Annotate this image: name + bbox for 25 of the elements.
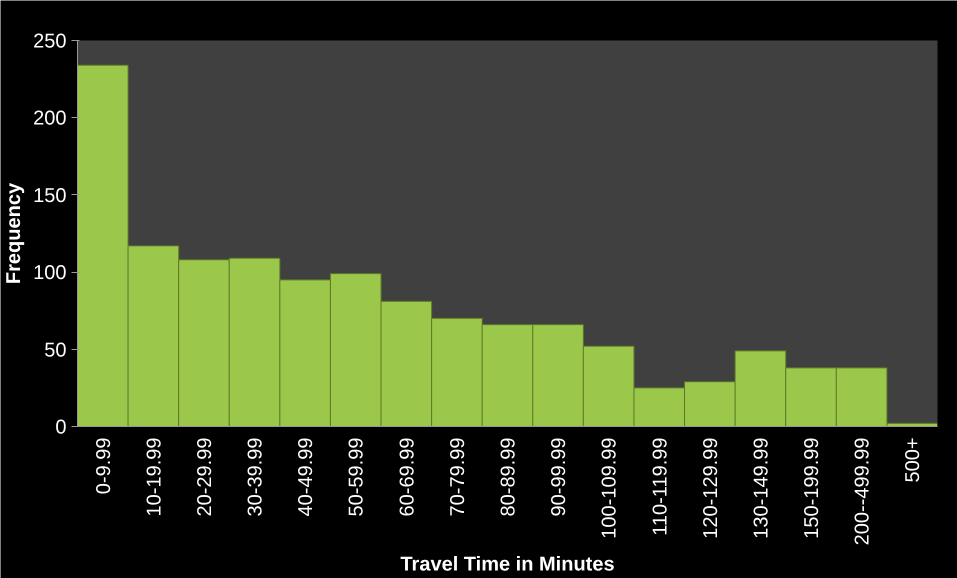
x-tick-label: 30-39.99 xyxy=(244,437,267,516)
x-tick-label: 50-59.99 xyxy=(346,437,368,516)
y-tick-label: 200 xyxy=(33,108,67,130)
y-tick-label: 150 xyxy=(33,184,67,207)
x-tick-label: 130-149.99 xyxy=(750,438,772,539)
x-tick-label: 500+ xyxy=(902,437,924,483)
x-tick-label: 200--499.99 xyxy=(852,437,874,546)
x-tick-label: 110-119.99 xyxy=(649,438,672,536)
x-tick-label: 100-109.99 xyxy=(598,438,621,539)
x-tick-label: 60-69.99 xyxy=(396,437,418,516)
y-tick-label: 100 xyxy=(33,262,67,284)
x-tick-label: 10-19.99 xyxy=(143,437,166,516)
y-tick-label: 50 xyxy=(44,339,67,362)
y-axis-title: Frequency xyxy=(3,182,26,284)
x-axis-title: Travel Time in Minutes xyxy=(400,553,615,576)
x-tick-label: 70-79.99 xyxy=(446,437,469,516)
x-tick-label: 20-29.99 xyxy=(194,437,216,516)
x-tick-label: 120-129.99 xyxy=(700,438,722,539)
y-tick-label: 250 xyxy=(33,30,67,52)
x-tick-label: 0-9.99 xyxy=(92,437,115,494)
x-tick-label: 90-99.99 xyxy=(548,437,570,516)
x-tick-label: 80-89.99 xyxy=(498,437,520,516)
y-tick-label: 0 xyxy=(55,416,66,438)
x-tick-label: 40-49.99 xyxy=(295,437,318,516)
x-tick-label: 150-199.99 xyxy=(801,438,824,539)
